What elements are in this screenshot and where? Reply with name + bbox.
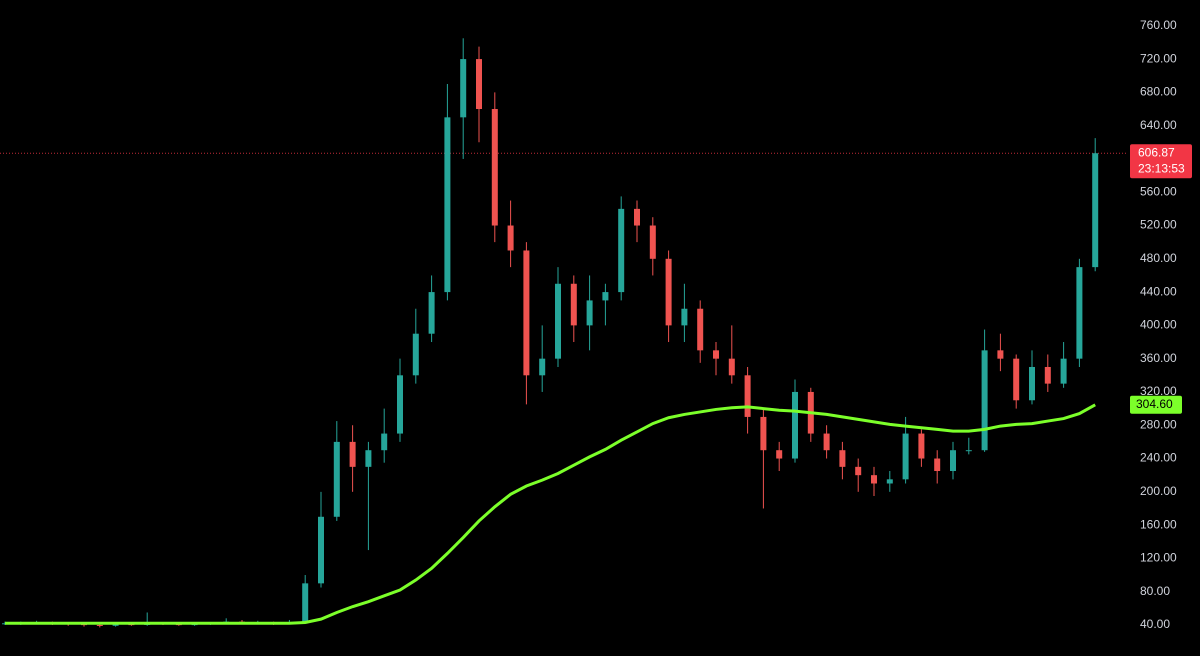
candle-body [649, 225, 656, 259]
last-price-box [1130, 144, 1192, 179]
y-tick-label: 480.00 [1140, 251, 1177, 265]
candle-body [333, 441, 340, 517]
candle-body [918, 433, 925, 459]
candle-body [428, 292, 435, 334]
candle-body [555, 283, 561, 359]
candle-body [491, 109, 498, 226]
candle-body [981, 350, 988, 451]
candle-body [1013, 358, 1020, 401]
candle-body [507, 225, 514, 251]
candle-body [112, 624, 119, 626]
y-tick-label: 160.00 [1140, 517, 1177, 531]
candle-body [397, 375, 403, 434]
y-tick-label: 400.00 [1140, 318, 1177, 332]
y-tick-label: 40.00 [1140, 617, 1170, 631]
y-tick-label: 80.00 [1140, 584, 1170, 598]
candle-body [1044, 366, 1051, 384]
candle-body [96, 624, 103, 626]
candle-body [902, 433, 909, 480]
candle-body [460, 59, 467, 118]
candle-body [997, 350, 1004, 359]
candle-body [570, 283, 577, 326]
candle-body [602, 292, 609, 301]
candle-body [365, 450, 372, 467]
candle-body [302, 583, 309, 623]
y-tick-label: 320.00 [1140, 384, 1177, 398]
candle-body [760, 416, 767, 451]
y-tick-label: 360.00 [1140, 351, 1177, 365]
candle-body [523, 250, 530, 376]
countdown-label: 23:13:53 [1138, 161, 1185, 175]
candle-body [634, 208, 640, 226]
candle-body [871, 475, 877, 484]
candle-body [476, 59, 482, 110]
y-tick-label: 680.00 [1140, 85, 1177, 99]
candle-body [934, 458, 941, 472]
y-tick-label: 720.00 [1140, 51, 1177, 65]
moving-average [5, 403, 1096, 625]
y-tick-label: 520.00 [1140, 218, 1177, 232]
last-price-label: 606.87 [1138, 145, 1175, 159]
candle-body [318, 516, 324, 584]
candle-body [950, 450, 956, 472]
candle-body [381, 433, 388, 451]
candle-body [1060, 358, 1067, 384]
candle-body [539, 358, 546, 376]
y-tick-label: 440.00 [1140, 284, 1177, 298]
candle-body [839, 450, 846, 467]
candle-body [1029, 366, 1035, 401]
candle-body [855, 466, 862, 476]
candle-body [728, 358, 735, 376]
candle-body [823, 433, 830, 451]
candle-body [412, 333, 419, 376]
y-tick-label: 280.00 [1140, 417, 1177, 431]
y-tick-label: 240.00 [1140, 451, 1177, 465]
y-tick-label: 120.00 [1140, 551, 1177, 565]
candle-body [1092, 153, 1099, 268]
candle-body [1076, 267, 1083, 359]
candle-body [444, 117, 451, 293]
candle-body [665, 258, 672, 326]
candle-body [586, 300, 593, 326]
candle-body [349, 441, 356, 467]
candle-body [697, 308, 704, 351]
ma-label: 304.60 [1136, 397, 1173, 411]
candle-body [618, 208, 625, 293]
y-tick-label: 200.00 [1140, 484, 1177, 498]
candle-body [776, 450, 783, 459]
candle-body [681, 308, 688, 326]
y-tick-label: 640.00 [1140, 118, 1177, 132]
y-tick-label: 560.00 [1140, 184, 1177, 198]
candle-body [965, 450, 972, 452]
candle-body [886, 479, 893, 484]
ma-label-box [1130, 395, 1182, 414]
candle-body [792, 391, 798, 459]
y-tick-label: 760.00 [1140, 18, 1177, 32]
candle-body [744, 375, 751, 417]
candle-body [713, 350, 719, 359]
